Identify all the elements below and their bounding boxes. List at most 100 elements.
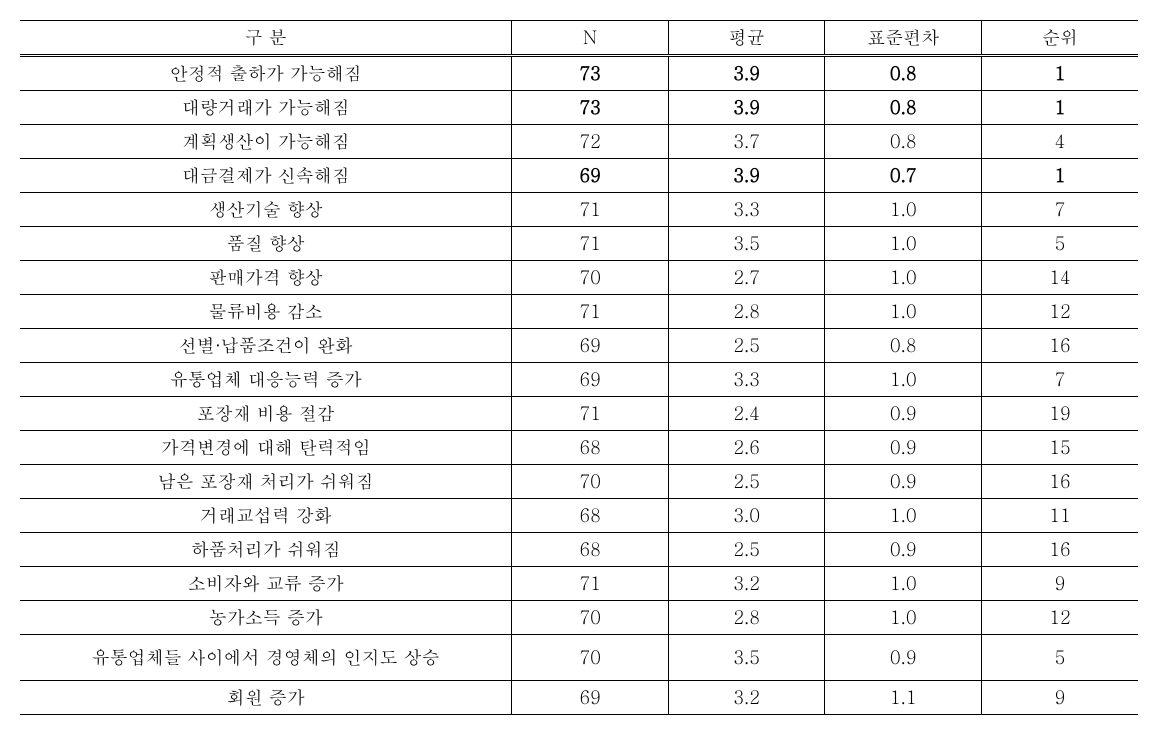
table-row: 포장재 비용 절감712.40.919 [20,397,1138,431]
cell-n: 68 [512,533,669,567]
cell-n: 71 [512,295,669,329]
table-row: 하품처리가 쉬워짐682.50.916 [20,533,1138,567]
cell-rank: 1 [981,91,1138,125]
cell-std: 0.8 [825,57,982,91]
cell-rank: 19 [981,397,1138,431]
cell-mean: 3.0 [668,499,825,533]
table-row: 남은 포장재 처리가 쉬워짐702.50.916 [20,465,1138,499]
column-header-rank: 순위 [981,21,1138,56]
cell-n: 70 [512,635,669,681]
cell-category: 하품처리가 쉬워짐 [20,533,512,567]
cell-category: 회원 증가 [20,681,512,715]
cell-category: 농가소득 증가 [20,601,512,635]
cell-rank: 7 [981,363,1138,397]
table-row: 안정적 출하가 가능해짐733.90.81 [20,57,1138,91]
table-row: 소비자와 교류 증가713.21.09 [20,567,1138,601]
cell-mean: 3.2 [668,567,825,601]
cell-rank: 16 [981,465,1138,499]
table-header: 구 분 N 평균 표준편차 순위 [20,21,1138,58]
cell-mean: 3.9 [668,159,825,193]
cell-rank: 4 [981,125,1138,159]
table-row: 거래교섭력 강화683.01.011 [20,499,1138,533]
cell-category: 유통업체들 사이에서 경영체의 인지도 상승 [20,635,512,681]
column-header-std: 표준편차 [825,21,982,56]
cell-rank: 11 [981,499,1138,533]
table-row: 농가소득 증가702.81.012 [20,601,1138,635]
table-row: 물류비용 감소712.81.012 [20,295,1138,329]
cell-category: 유통업체 대응능력 증가 [20,363,512,397]
table-row: 선별·납품조건이 완화692.50.816 [20,329,1138,363]
cell-mean: 3.3 [668,363,825,397]
cell-rank: 16 [981,329,1138,363]
cell-std: 0.9 [825,397,982,431]
cell-category: 포장재 비용 절감 [20,397,512,431]
cell-rank: 1 [981,159,1138,193]
cell-category: 대량거래가 가능해짐 [20,91,512,125]
cell-category: 물류비용 감소 [20,295,512,329]
cell-mean: 2.5 [668,329,825,363]
cell-mean: 2.5 [668,533,825,567]
cell-mean: 3.7 [668,125,825,159]
table-row: 회원 증가693.21.19 [20,681,1138,715]
cell-category: 남은 포장재 처리가 쉬워짐 [20,465,512,499]
cell-std: 1.0 [825,567,982,601]
cell-rank: 9 [981,681,1138,715]
cell-rank: 16 [981,533,1138,567]
cell-category: 가격변경에 대해 탄력적임 [20,431,512,465]
cell-std: 1.0 [825,601,982,635]
cell-n: 70 [512,601,669,635]
cell-n: 69 [512,329,669,363]
cell-mean: 3.5 [668,635,825,681]
cell-n: 71 [512,397,669,431]
cell-n: 71 [512,567,669,601]
table-row: 유통업체들 사이에서 경영체의 인지도 상승703.50.95 [20,635,1138,681]
cell-std: 0.9 [825,635,982,681]
table-row: 유통업체 대응능력 증가693.31.07 [20,363,1138,397]
cell-rank: 5 [981,227,1138,261]
cell-n: 71 [512,227,669,261]
cell-mean: 2.8 [668,295,825,329]
cell-std: 1.0 [825,499,982,533]
table-row: 판매가격 향상702.71.014 [20,261,1138,295]
cell-std: 0.9 [825,431,982,465]
cell-mean: 3.2 [668,681,825,715]
table-row: 대량거래가 가능해짐733.90.81 [20,91,1138,125]
cell-category: 거래교섭력 강화 [20,499,512,533]
cell-category: 선별·납품조건이 완화 [20,329,512,363]
cell-mean: 2.4 [668,397,825,431]
cell-n: 73 [512,91,669,125]
cell-std: 1.0 [825,295,982,329]
cell-mean: 2.7 [668,261,825,295]
cell-mean: 2.6 [668,431,825,465]
column-header-n: N [512,21,669,56]
cell-mean: 2.8 [668,601,825,635]
cell-n: 73 [512,57,669,91]
cell-rank: 15 [981,431,1138,465]
table-row: 대금결제가 신속해짐693.90.71 [20,159,1138,193]
cell-n: 71 [512,193,669,227]
cell-n: 69 [512,363,669,397]
cell-category: 계획생산이 가능해짐 [20,125,512,159]
cell-rank: 12 [981,601,1138,635]
cell-n: 68 [512,499,669,533]
column-header-category: 구 분 [20,21,512,56]
cell-std: 0.9 [825,465,982,499]
table-body: 안정적 출하가 가능해짐733.90.81대량거래가 가능해짐733.90.81… [20,57,1138,715]
cell-rank: 9 [981,567,1138,601]
cell-category: 소비자와 교류 증가 [20,567,512,601]
cell-mean: 3.3 [668,193,825,227]
table-row: 계획생산이 가능해짐723.70.84 [20,125,1138,159]
table-row: 품질 향상713.51.05 [20,227,1138,261]
cell-std: 1.0 [825,227,982,261]
cell-n: 72 [512,125,669,159]
cell-rank: 1 [981,57,1138,91]
cell-std: 1.0 [825,261,982,295]
cell-n: 70 [512,465,669,499]
cell-mean: 2.5 [668,465,825,499]
cell-rank: 14 [981,261,1138,295]
cell-rank: 7 [981,193,1138,227]
cell-n: 69 [512,159,669,193]
cell-std: 1.1 [825,681,982,715]
cell-mean: 3.9 [668,57,825,91]
cell-category: 품질 향상 [20,227,512,261]
